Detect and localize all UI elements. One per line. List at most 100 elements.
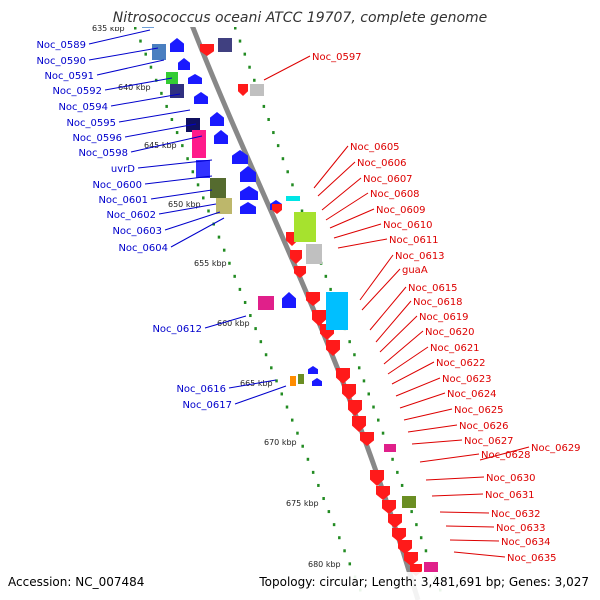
inner-ruler-tick [233, 274, 236, 278]
gene-label: Noc_0612 [152, 324, 202, 335]
outer-ruler-tick [281, 157, 285, 161]
gene-block [216, 198, 232, 214]
inner-ruler-tick [332, 523, 336, 527]
inner-ruler-tick [139, 39, 142, 43]
reverse-gene-arrow [348, 400, 362, 416]
leader-line [369, 286, 407, 331]
leader-line [313, 145, 349, 189]
leader-line [170, 217, 225, 248]
gene-label: Noc_0617 [182, 400, 232, 411]
gene-label: Noc_0600 [92, 180, 142, 191]
gene-block [402, 496, 416, 508]
gene-block [196, 160, 210, 178]
gene-label: Noc_0630 [486, 473, 536, 484]
reverse-gene-arrow [392, 528, 406, 542]
outer-ruler-tick [329, 287, 332, 291]
gene-label: Noc_0606 [357, 158, 407, 169]
inner-ruler-tick [290, 418, 294, 422]
gene-block [192, 130, 206, 158]
gene-label: Noc_0605 [350, 142, 400, 153]
leader-line [449, 539, 500, 542]
outer-ruler-tick [372, 405, 375, 409]
inner-ruler-tick [191, 170, 195, 174]
inner-ruler-tick [134, 26, 137, 30]
reverse-gene-arrow [312, 310, 326, 326]
leader-line [144, 175, 213, 185]
leader-line [317, 161, 356, 197]
outer-ruler-tick [300, 209, 304, 213]
outer-ruler-tick [396, 470, 399, 474]
forward-gene-arrow [188, 74, 202, 84]
gene-label: Noc_0613 [395, 251, 445, 262]
inner-ruler-tick [301, 444, 304, 448]
inner-ruler-tick [228, 261, 231, 265]
gene-label: Noc_0622 [436, 358, 486, 369]
leader-line [375, 300, 412, 343]
leader-line [228, 379, 277, 389]
forward-gene-arrow [308, 366, 318, 374]
gene-label: Noc_0609 [376, 205, 426, 216]
gene-label: Noc_0624 [447, 389, 497, 400]
outer-ruler-tick [419, 536, 423, 540]
gene-label: Noc_0590 [36, 56, 86, 67]
inner-ruler-tick [270, 366, 273, 370]
outer-ruler-tick [243, 52, 247, 56]
leader-line [411, 439, 463, 445]
leader-line [104, 77, 173, 91]
reverse-gene-arrow [360, 432, 374, 446]
gene-label: Noc_0632 [491, 509, 541, 520]
forward-gene-arrow [178, 58, 190, 70]
forward-gene-arrow [312, 378, 322, 386]
gene-label: Noc_0628 [481, 450, 531, 461]
kbp-label: 635 kbp [92, 24, 125, 33]
leader-line [395, 377, 441, 397]
leader-line [391, 361, 435, 385]
inner-ruler-tick [280, 392, 284, 396]
leader-line [425, 476, 485, 481]
gene-label: Noc_0635 [507, 553, 557, 564]
title-backing [110, 7, 490, 27]
outer-ruler-tick [276, 144, 280, 148]
inner-ruler-tick [202, 196, 205, 200]
kbp-label: 660 kbp [217, 319, 250, 328]
gene-label: Noc_0625 [454, 405, 504, 416]
outer-ruler-tick [410, 510, 413, 514]
reverse-gene-arrow [294, 266, 306, 278]
map-title: Nitrosococcus oceani ATCC 19707, complet… [113, 10, 488, 26]
outer-ruler-tick [262, 104, 266, 108]
inner-ruler-tick [170, 117, 174, 121]
gene-label: Noc_0629 [531, 443, 581, 454]
forward-gene-arrow [232, 150, 248, 164]
gene-label: Noc_0602 [106, 210, 156, 221]
reverse-gene-arrow [370, 470, 384, 486]
inner-ruler-tick [311, 470, 315, 474]
forward-gene-arrow [170, 38, 184, 52]
gene-label: Noc_0592 [52, 86, 102, 97]
inner-ruler-tick [181, 144, 184, 148]
leader-line [130, 135, 203, 153]
reverse-gene-arrow [326, 340, 340, 356]
forward-gene-arrow [194, 92, 208, 104]
leader-line [96, 59, 165, 76]
gene-label: Noc_0633 [496, 523, 546, 534]
leader-line [407, 424, 458, 433]
gene-label: Noc_0616 [176, 384, 226, 395]
leader-line [445, 525, 495, 528]
leader-line [204, 315, 247, 329]
leader-line [150, 189, 213, 200]
leader-line [124, 123, 197, 138]
inner-ruler-tick [238, 287, 242, 291]
outer-ruler-tick [377, 418, 380, 422]
gene-block [250, 84, 264, 96]
kbp-label: 670 kbp [264, 438, 297, 447]
leader-line [158, 203, 217, 215]
kbp-label: 655 kbp [194, 259, 227, 268]
inner-ruler-tick [186, 157, 189, 161]
reverse-gene-arrow [200, 44, 214, 56]
inner-ruler-tick [306, 457, 310, 461]
kbp-label: 650 kbp [168, 200, 201, 209]
footer-backing [0, 572, 600, 600]
leader-line [403, 408, 453, 421]
